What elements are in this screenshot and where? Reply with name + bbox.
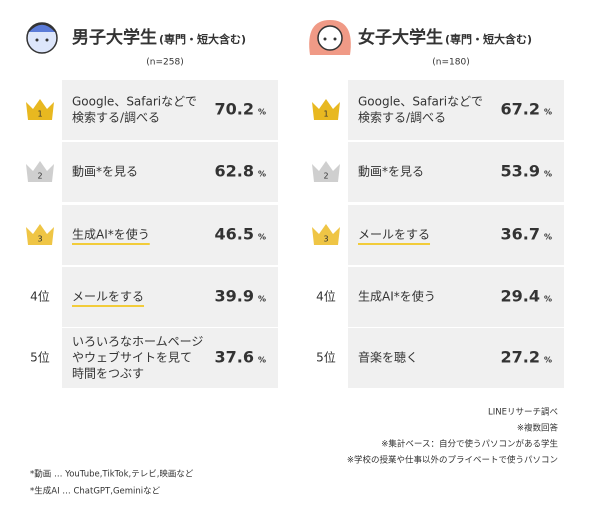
rank-number: 2 [323, 172, 328, 181]
item-label: やウェブサイトを見て [72, 350, 192, 365]
item-label: いろいろなホームページ [72, 335, 203, 349]
percentage: 36.7 [501, 225, 540, 244]
item-label: 検索する/調べる [72, 111, 160, 125]
note: LINEリサーチ調べ [488, 407, 558, 418]
row-bg [62, 267, 278, 327]
row-bg [348, 205, 564, 265]
crown-icon [26, 99, 54, 120]
row-bg [348, 328, 564, 388]
row-bg [348, 142, 564, 202]
crown-icon [26, 224, 54, 245]
item-label: 検索する/調べる [358, 111, 446, 125]
rank-number: 3 [37, 235, 42, 244]
percentage: 37.6 [215, 348, 254, 367]
rank-number: 3 [323, 235, 328, 244]
unit: % [258, 233, 266, 242]
rank-label: 5位 [30, 350, 50, 365]
rank-number: 2 [37, 172, 42, 181]
percentage: 27.2 [501, 348, 540, 367]
item-label: 動画*を見る [72, 165, 138, 179]
item-label: 音楽を聴く [358, 350, 418, 365]
crown-icon [312, 224, 340, 245]
percentage: 29.4 [501, 287, 540, 306]
rank-label: 4位 [30, 289, 50, 304]
unit: % [544, 233, 552, 242]
footnote: *生成AI … ChatGPT,Geminiなど [30, 486, 161, 497]
unit: % [544, 108, 552, 117]
percentage: 67.2 [501, 100, 540, 119]
unit: % [258, 295, 266, 304]
percentage: 46.5 [215, 225, 254, 244]
underline [358, 243, 431, 245]
row-bg [62, 80, 278, 140]
panel-subtitle: (専門・短大含む) [445, 32, 532, 46]
percentage: 62.8 [215, 162, 254, 181]
item-label: メールをする [358, 228, 430, 242]
percentage: 39.9 [215, 287, 254, 306]
unit: % [544, 356, 552, 365]
row-bg [62, 328, 278, 388]
rank-number: 1 [37, 110, 42, 119]
footnote: *動画 … YouTube,TikTok,テレビ,映画など [30, 469, 194, 480]
item-label: 動画*を見る [358, 165, 424, 179]
item-label: 生成AI*を使う [358, 289, 436, 304]
row-bg [348, 267, 564, 327]
rank-number: 1 [323, 110, 328, 119]
male-icon [26, 22, 58, 54]
row-bg [62, 142, 278, 202]
item-label: 生成AI*を使う [72, 227, 150, 242]
item-label: メールをする [72, 290, 144, 304]
item-label: 時間をつぶす [72, 367, 144, 381]
note: ※学校の授業や仕事以外のプライベートで使うパソコン [347, 455, 558, 466]
crown-icon [312, 161, 340, 182]
note: ※複数回答 [517, 423, 559, 434]
crown-icon [26, 161, 54, 182]
unit: % [258, 170, 266, 179]
percentage: 53.9 [501, 162, 540, 181]
sample-size: (n=180) [432, 58, 469, 68]
unit: % [544, 170, 552, 179]
rank-label: 4位 [316, 289, 336, 304]
item-label: Google、Safariなどで [72, 95, 197, 109]
female-icon [309, 20, 351, 55]
unit: % [258, 108, 266, 117]
note: ※集計ベース：自分で使うパソコンがある学生 [381, 439, 558, 450]
unit: % [544, 295, 552, 304]
row-bg [62, 205, 278, 265]
panel-title: 女子大学生 [358, 27, 443, 48]
underline [72, 243, 150, 245]
unit: % [258, 356, 266, 365]
rank-label: 5位 [316, 350, 336, 365]
row-bg [348, 80, 564, 140]
item-label: Google、Safariなどで [358, 95, 483, 109]
sample-size: (n=258) [146, 58, 183, 68]
percentage: 70.2 [215, 100, 254, 119]
underline [72, 305, 145, 307]
crown-icon [312, 99, 340, 120]
panel-title: 男子大学生 [72, 27, 157, 48]
panel-subtitle: (専門・短大含む) [159, 32, 246, 46]
